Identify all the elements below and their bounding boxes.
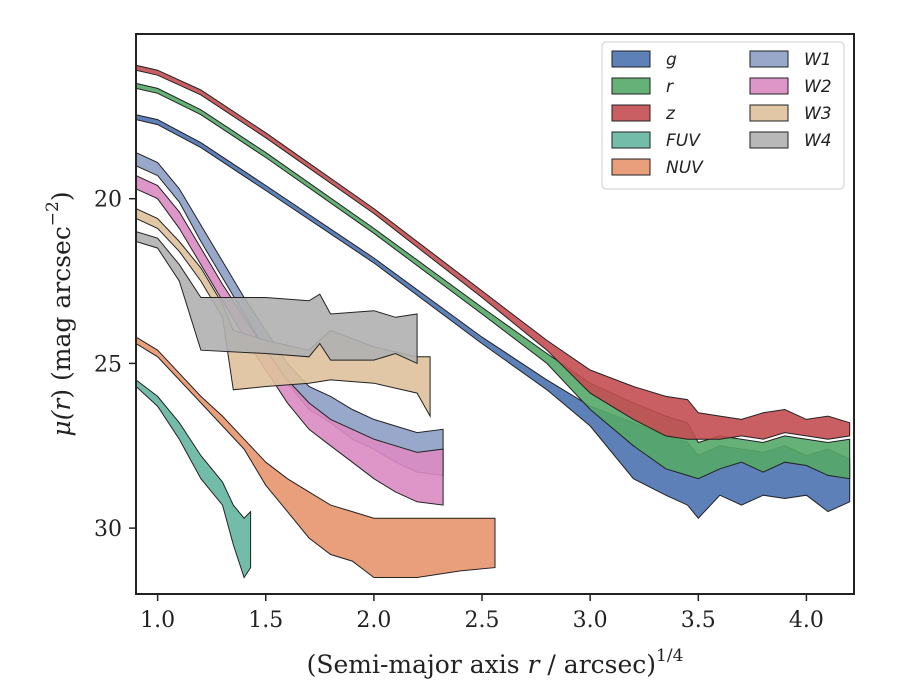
x-tick-label: 4.0 xyxy=(789,608,824,633)
series-band-fuv xyxy=(136,379,252,579)
legend-swatch-w3 xyxy=(749,104,789,122)
y-tick-label: 25 xyxy=(94,352,122,377)
legend-swatch-z xyxy=(611,104,651,122)
legend-swatch-w2 xyxy=(749,77,789,95)
legend-label-w3: W3 xyxy=(804,104,832,124)
legend-label-w2: W2 xyxy=(804,77,832,97)
legend-label-g: g xyxy=(666,50,677,70)
x-axis-label: (Semi-major axis r / arcsec)1/4 xyxy=(307,646,684,679)
legend-swatch-r xyxy=(611,77,651,95)
legend-label-z: z xyxy=(665,104,676,124)
x-tick-label: 2.0 xyxy=(356,608,391,633)
legend-swatch-nuv xyxy=(611,158,651,176)
legend-label-nuv: NUV xyxy=(666,158,704,178)
x-tick-label: 3.5 xyxy=(681,608,716,633)
legend-label-w1: W1 xyxy=(804,50,832,70)
legend-swatch-w1 xyxy=(749,50,789,68)
series-band-z xyxy=(136,64,851,440)
y-tick-label: 20 xyxy=(94,188,122,213)
series-band-w4 xyxy=(136,231,418,365)
y-axis-label: μ(r) (mag arcsec−2) xyxy=(43,191,76,436)
plot-frame xyxy=(135,33,855,595)
x-tick-label: 3.0 xyxy=(573,608,608,633)
legend-swatch-g xyxy=(611,50,651,68)
series-layer xyxy=(136,64,851,579)
legend: grz FUV NUV W1 W2 W3 W4 xyxy=(601,41,845,190)
y-tick-label: 30 xyxy=(94,517,122,542)
legend-label-r: r xyxy=(666,77,674,97)
x-tick-label: 1.5 xyxy=(248,608,283,633)
x-tick-label: 1.0 xyxy=(140,608,175,633)
series-band-nuv xyxy=(136,336,496,578)
legend-label-w4: W4 xyxy=(804,131,832,151)
legend-label-fuv: FUV xyxy=(666,131,701,151)
series-band-g xyxy=(136,114,851,519)
x-axis: 1.0 1.5 2.0 2.5 3.0 3.5 4.0 xyxy=(140,594,824,633)
legend-swatch-w4 xyxy=(749,131,789,149)
y-axis: 20 25 30 xyxy=(94,188,136,542)
legend-swatch-fuv xyxy=(611,131,651,149)
x-tick-label: 2.5 xyxy=(465,608,500,633)
